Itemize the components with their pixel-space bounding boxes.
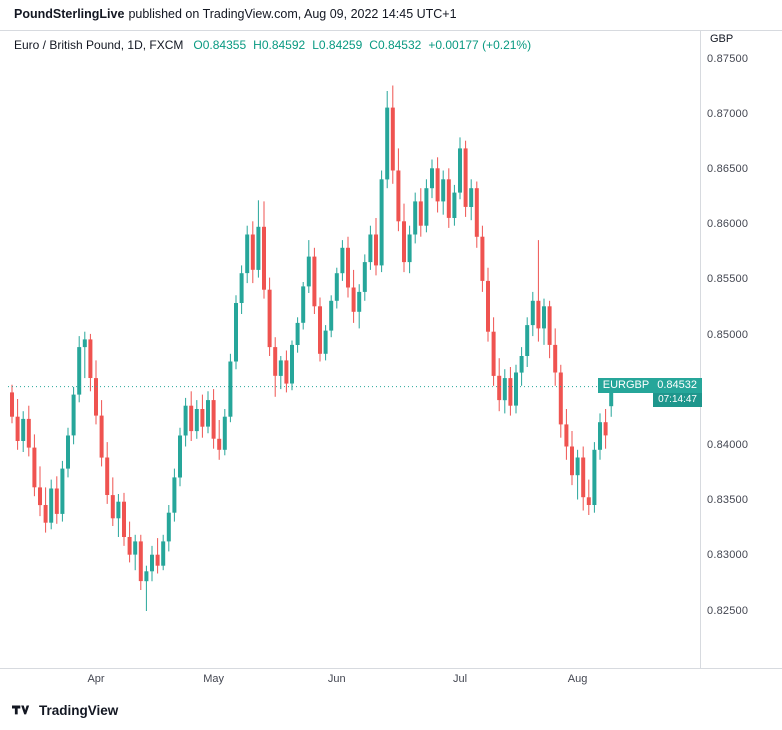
price-tick-label: 0.85000 bbox=[707, 328, 749, 341]
price-tick-label: 0.83000 bbox=[707, 549, 749, 562]
tradingview-icon bbox=[12, 705, 30, 715]
open-value: O0.84355 bbox=[193, 38, 247, 52]
price-tick-label: 0.83500 bbox=[707, 494, 749, 507]
symbol-title: Euro / British Pound, 1D, FXCM bbox=[14, 38, 184, 52]
close-value: C0.84532 bbox=[369, 38, 422, 52]
time-axis-separator bbox=[0, 668, 782, 669]
low-value: L0.84259 bbox=[312, 38, 363, 52]
price-axis-separator bbox=[700, 30, 701, 668]
time-tick-label: May bbox=[203, 673, 224, 685]
high-value: H0.84592 bbox=[253, 38, 306, 52]
price-axis[interactable]: GBP 0.87500 0.87000 0.86500 0.86000 0.85500 0… bbox=[701, 30, 782, 668]
price-tick-label: 0.87000 bbox=[707, 107, 749, 120]
time-tick-label: Aug bbox=[567, 673, 588, 685]
attribution-header: PoundSterlingLive published on TradingVie… bbox=[14, 7, 457, 21]
chart-top-border bbox=[0, 30, 782, 31]
price-tick-label: 0.86500 bbox=[707, 162, 749, 175]
price-tick-label: 0.82500 bbox=[707, 604, 749, 617]
tradingview-logo-text: TradingView bbox=[39, 703, 119, 718]
publish-info: published on TradingView.com, Aug 09, 20… bbox=[128, 7, 457, 21]
time-tick-label: Jun bbox=[327, 673, 346, 685]
badge-symbol: EURGBP bbox=[602, 378, 650, 391]
chart-legend: Euro / British Pound, 1D, FXCM O0.84355 H0… bbox=[14, 38, 531, 52]
badge-price: 0.84532 bbox=[657, 378, 697, 391]
time-axis[interactable]: Apr May Jun Jul Aug bbox=[0, 669, 782, 691]
price-tick-label: 0.86000 bbox=[707, 218, 749, 231]
badge-countdown: 07:14:47 bbox=[653, 392, 702, 407]
price-tick-label: 0.87500 bbox=[707, 52, 749, 65]
time-tick-label: Apr bbox=[87, 673, 105, 685]
last-price-badge: EURGBP 0.84532 07:14:47 bbox=[597, 377, 702, 407]
change-value: +0.00177 (+0.21%) bbox=[428, 38, 532, 52]
price-tick-label: 0.85500 bbox=[707, 273, 749, 286]
price-tick-label: 0.84000 bbox=[707, 438, 749, 451]
last-price-row: EURGBP 0.84532 bbox=[597, 377, 702, 393]
currency-label: GBP bbox=[710, 33, 734, 45]
time-tick-label: Jul bbox=[452, 673, 468, 685]
tradingview-logo[interactable]: TradingView bbox=[12, 703, 118, 718]
publisher-name: PoundSterlingLive bbox=[14, 7, 125, 21]
